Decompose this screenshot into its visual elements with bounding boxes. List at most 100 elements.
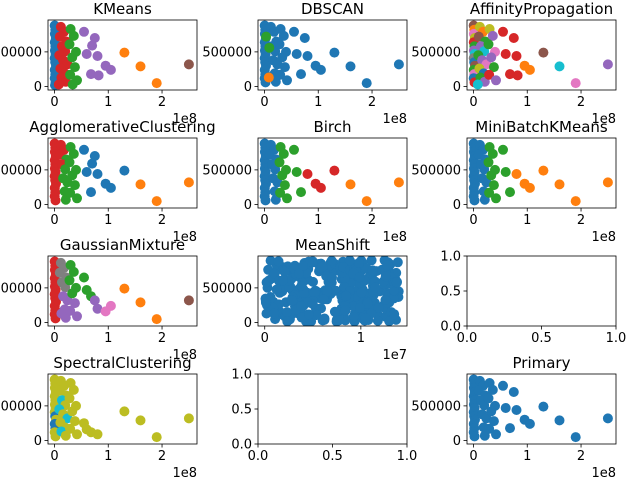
scatter-point: [282, 307, 293, 318]
scatter-point: [105, 182, 116, 193]
scatter-point: [472, 79, 483, 90]
x-tick-label: 0.5: [531, 331, 552, 346]
scatter-point: [287, 295, 298, 306]
scatter-point: [487, 30, 498, 41]
scatter-point: [119, 283, 130, 294]
marker-layer: [468, 374, 613, 443]
scatter-point: [69, 298, 80, 309]
scatter-point: [272, 177, 283, 188]
scatter-point: [92, 169, 103, 179]
y-tick-label: 0: [34, 198, 42, 213]
scatter-point: [53, 79, 64, 90]
x-offset-label: 1e8: [172, 112, 197, 127]
scatter-point: [469, 195, 480, 206]
subplot-title: MeanShift: [295, 236, 370, 254]
x-tick-label: 1: [523, 449, 531, 464]
scatter-point: [67, 79, 78, 90]
scatter-point: [79, 26, 89, 37]
scatter-point: [275, 187, 286, 198]
scatter-point: [93, 70, 104, 81]
scatter-point: [354, 272, 365, 283]
scatter-point: [392, 257, 403, 268]
scatter-point: [151, 314, 162, 325]
x-tick-label: 0: [260, 213, 268, 228]
scatter-point: [69, 62, 80, 73]
scatter-point: [304, 309, 314, 320]
scatter-point: [67, 170, 78, 181]
axes-frame: [47, 137, 198, 209]
scatter-point: [65, 187, 76, 198]
scatter-point: [511, 405, 522, 415]
scatter-point: [340, 305, 351, 316]
scatter-point: [372, 315, 383, 326]
axes-frame: [466, 19, 617, 91]
scatter-point: [334, 315, 345, 326]
scatter-point: [135, 297, 146, 308]
scatter-point: [278, 30, 289, 41]
scatter-point: [508, 33, 519, 43]
scatter-point: [498, 26, 508, 37]
scatter-point: [272, 59, 283, 70]
scatter-point: [483, 393, 494, 404]
scatter-point: [279, 62, 290, 73]
x-offset-label: 1e8: [172, 466, 197, 480]
scatter-point: [68, 384, 79, 395]
axes-frame: [466, 373, 617, 445]
y-tick-label: 500000: [0, 399, 42, 414]
scatter-point: [119, 47, 130, 58]
scatter-point: [345, 179, 356, 190]
x-tick-label: 2: [158, 95, 166, 110]
scatter-point: [277, 52, 288, 63]
x-tick-label: 2: [158, 331, 166, 346]
scatter-point: [481, 413, 492, 424]
scatter-point: [135, 61, 146, 72]
scatter-point: [279, 266, 290, 277]
scatter-point: [92, 51, 103, 61]
scatter-point: [87, 158, 98, 169]
scatter-point: [289, 26, 299, 37]
scatter-point: [302, 51, 313, 61]
scatter-point: [361, 78, 372, 89]
scatter-point: [505, 69, 515, 80]
y-tick-label: 0.5: [440, 285, 461, 300]
y-tick-label: 500000: [411, 399, 461, 414]
y-tick-label: 0: [244, 316, 252, 331]
marker-layer: [259, 20, 404, 89]
scatter-point: [65, 69, 76, 80]
axes-frame: [257, 137, 408, 209]
x-tick-label: 0.0: [457, 331, 478, 346]
scatter-point: [393, 177, 404, 188]
scatter-point: [278, 148, 289, 159]
scatter-point: [119, 406, 130, 417]
subplot-7: 0 1 0 500000 1e7 MeanShift: [202, 236, 408, 363]
scatter-point: [135, 415, 146, 426]
scatter-point: [380, 271, 391, 282]
subplot-title: Primary: [513, 354, 571, 372]
scatter-point: [68, 266, 79, 277]
scatter-point: [538, 47, 549, 58]
scatter-point: [282, 193, 292, 204]
scatter-point: [92, 429, 103, 440]
scatter-point: [382, 260, 393, 271]
scatter-point: [487, 148, 498, 159]
scatter-point: [345, 61, 356, 72]
x-tick-label: 1.0: [397, 449, 418, 464]
x-tick-label: 2: [158, 449, 166, 464]
scatter-point: [554, 61, 565, 72]
scatter-point: [488, 62, 499, 73]
y-tick-label: 0: [244, 198, 252, 213]
scatter-point: [183, 59, 194, 70]
marker-layer: [259, 138, 404, 207]
marker-layer: [468, 138, 613, 207]
scatter-point: [498, 380, 508, 391]
scatter-point: [269, 308, 280, 319]
axes-frame: [466, 137, 617, 209]
scatter-point: [391, 277, 402, 288]
scatter-point: [89, 33, 100, 43]
scatter-point: [86, 187, 96, 198]
scatter-point: [500, 403, 511, 413]
y-tick-label: 0: [453, 198, 461, 213]
scatter-point: [484, 423, 495, 434]
scatter-point: [278, 275, 288, 286]
scatter-point: [500, 49, 511, 59]
